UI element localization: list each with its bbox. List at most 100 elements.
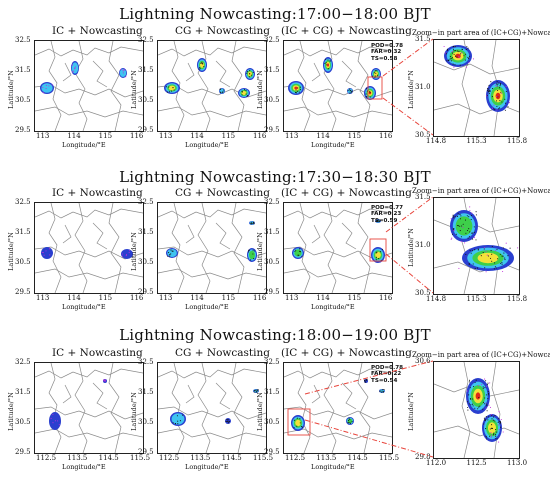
lightning-point	[299, 86, 301, 88]
lightning-point	[472, 58, 475, 60]
lightning-point	[380, 390, 382, 392]
lightning-point	[376, 251, 378, 253]
lightning-point	[349, 422, 351, 424]
province-border-line	[62, 62, 72, 82]
ic-lightning-points	[50, 413, 60, 426]
lightning-point	[349, 88, 351, 90]
lightning-point	[202, 63, 204, 65]
lightning-point	[169, 254, 171, 256]
lightning-map-panel	[34, 40, 144, 132]
province-border-line	[197, 41, 211, 131]
lightning-point	[469, 387, 471, 389]
province-border-line	[284, 246, 392, 260]
lightning-point	[379, 220, 381, 223]
cg-lightning-points	[253, 389, 259, 393]
lightning-point	[450, 218, 452, 220]
lightning-point	[491, 260, 493, 262]
lightning-point	[105, 380, 107, 382]
lightning-point	[477, 249, 479, 251]
cg-lightning-points	[165, 86, 175, 93]
lightning-point	[488, 91, 490, 93]
x-axis-label: Longitude/°E	[311, 141, 355, 149]
lightning-point	[472, 263, 474, 265]
lightning-point	[459, 225, 461, 227]
province-border-line	[62, 224, 72, 244]
zoom-panel-title: Zoom−in part area of (IC+CG)+Nowcasting	[412, 351, 550, 359]
province-border-line	[341, 60, 357, 88]
lightning-point	[325, 62, 327, 64]
lightning-point	[252, 71, 254, 74]
lightning-point	[485, 380, 487, 382]
lightning-point	[255, 391, 257, 393]
cg-lightning-points	[246, 70, 254, 78]
lightning-point	[493, 432, 495, 434]
lightning-point	[496, 431, 498, 433]
panel-title: IC + Nowcasting	[52, 25, 143, 37]
lightning-point	[45, 87, 47, 90]
lightning-point	[487, 419, 489, 421]
lightning-point	[469, 209, 471, 212]
y-tick-label: 31.5	[138, 388, 154, 396]
y-tick-label: 31.5	[15, 388, 31, 396]
lightning-point	[252, 222, 255, 224]
lightning-point	[203, 65, 205, 68]
province-border-line	[323, 41, 337, 131]
x-tick-label: 116	[253, 294, 267, 302]
nowcast-cell	[170, 412, 186, 426]
lightning-point	[474, 267, 476, 269]
lightning-point	[498, 420, 500, 422]
lightning-point	[475, 214, 477, 216]
lightning-point	[508, 102, 510, 104]
lightning-point	[490, 81, 492, 83]
lightning-point	[444, 52, 446, 54]
y-axis-label: Latitude/°N	[130, 392, 138, 431]
province-border-line	[158, 246, 266, 260]
lightning-point	[348, 417, 350, 419]
lightning-point	[226, 418, 228, 421]
lightning-point	[383, 389, 385, 391]
lightning-point	[500, 262, 502, 265]
lightning-point	[496, 81, 498, 83]
lightning-point	[48, 85, 50, 87]
lightning-point	[364, 380, 366, 382]
lightning-point	[499, 85, 501, 87]
province-border-line	[35, 268, 143, 280]
province-border-line	[434, 425, 519, 437]
lightning-point	[296, 417, 298, 419]
lightning-point	[487, 394, 489, 396]
zoom-map-canvas	[434, 362, 519, 458]
lightning-point	[476, 267, 479, 269]
province-border-line	[158, 106, 266, 118]
lightning-point	[382, 390, 384, 392]
lightning-point	[468, 381, 471, 383]
lightning-point	[463, 55, 465, 57]
zoom-x-tick-label: 114.8	[426, 295, 447, 303]
lightning-point	[494, 420, 496, 422]
lightning-point	[505, 86, 507, 88]
x-tick-label: 113	[285, 132, 299, 140]
lightning-point	[470, 404, 472, 406]
lightning-point	[462, 223, 464, 225]
province-border-line	[108, 203, 122, 293]
ic-lightning-points	[42, 84, 53, 94]
y-tick-label: 31.5	[138, 228, 154, 236]
panel-title: (IC + CG) + Nowcasting	[281, 187, 412, 199]
lightning-point	[325, 58, 327, 60]
lightning-point	[454, 55, 457, 57]
zoom-x-tick-label: 114.8	[426, 137, 447, 145]
zoom-y-tick-label: 31.5	[415, 193, 431, 201]
lightning-point	[484, 419, 486, 421]
lightning-point	[496, 96, 498, 98]
lightning-point	[42, 92, 44, 94]
lightning-point	[499, 421, 501, 423]
lightning-point	[453, 230, 455, 232]
lightning-point	[489, 90, 491, 92]
lightning-point	[485, 416, 487, 418]
lightning-point	[245, 89, 247, 91]
lightning-point	[484, 397, 486, 399]
lightning-point	[461, 48, 464, 50]
lightning-point	[222, 92, 224, 94]
lightning-point	[123, 69, 125, 71]
x-tick-label: 113.5	[190, 454, 211, 462]
lightning-point	[301, 255, 303, 257]
